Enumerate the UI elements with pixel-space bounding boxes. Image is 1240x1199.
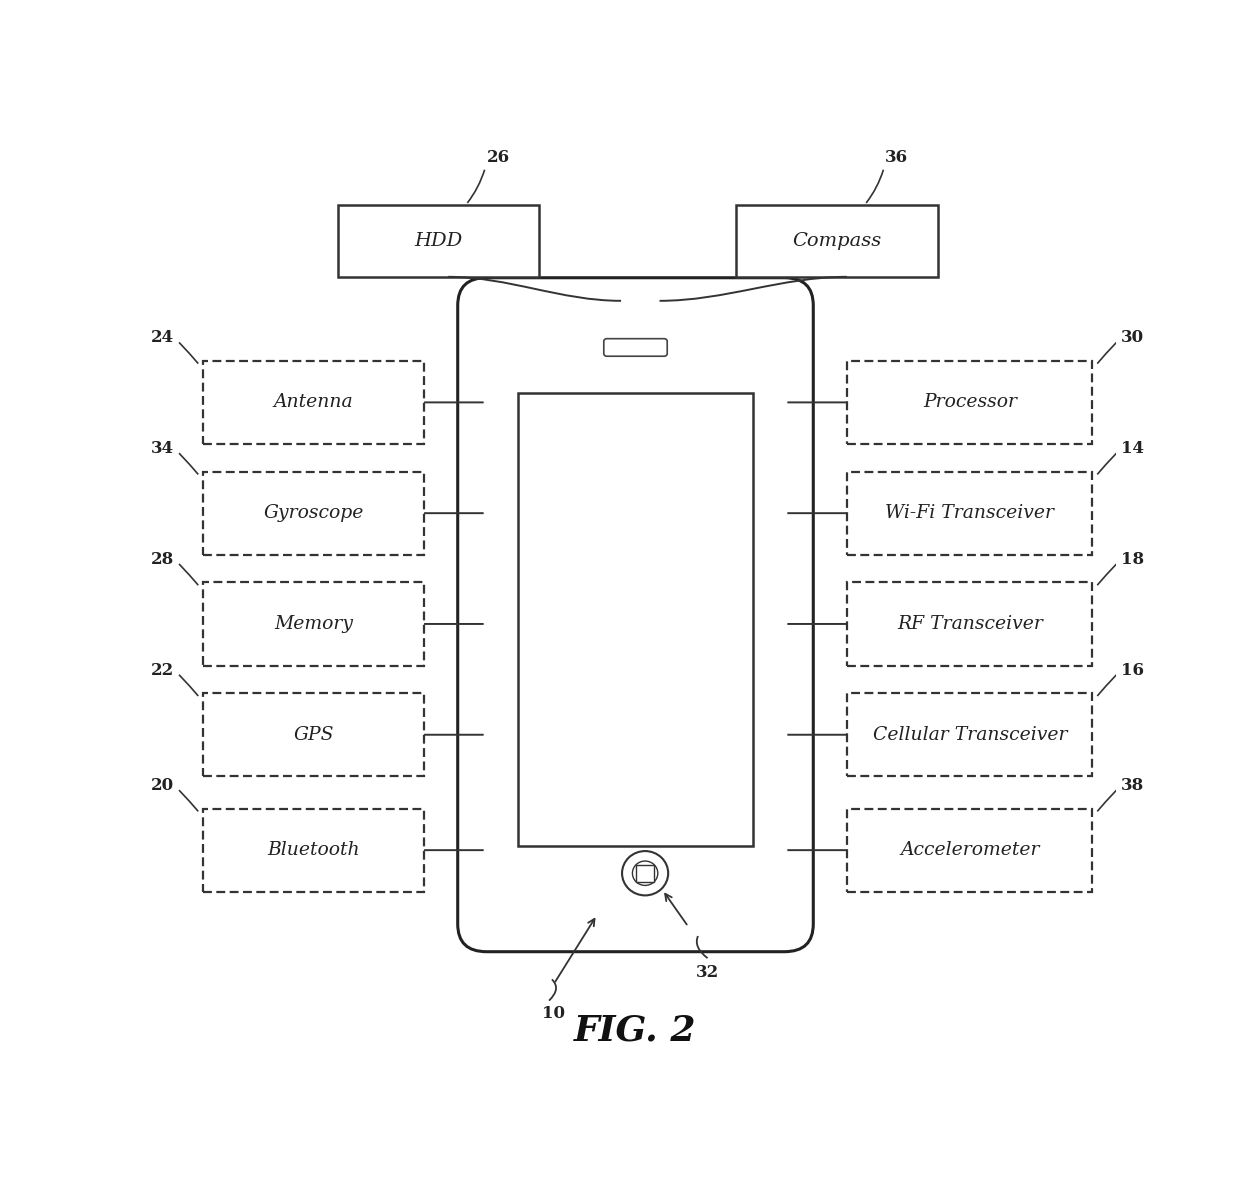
Text: Wi-Fi Transceiver: Wi-Fi Transceiver — [885, 504, 1054, 523]
Circle shape — [622, 851, 668, 896]
Text: 20: 20 — [151, 777, 174, 794]
Text: Cellular Transceiver: Cellular Transceiver — [873, 725, 1068, 743]
Text: 38: 38 — [1121, 777, 1145, 794]
Bar — [203, 583, 424, 665]
Text: HDD: HDD — [414, 231, 463, 249]
Text: 32: 32 — [696, 964, 719, 981]
Text: Antenna: Antenna — [274, 393, 353, 411]
Bar — [203, 693, 424, 776]
Text: 24: 24 — [151, 330, 174, 347]
Text: Processor: Processor — [923, 393, 1017, 411]
Text: 16: 16 — [1121, 662, 1145, 679]
Text: FIG. 2: FIG. 2 — [574, 1013, 697, 1047]
Bar — [203, 808, 424, 892]
Text: 14: 14 — [1121, 440, 1145, 457]
Bar — [518, 393, 753, 845]
Text: Gyroscope: Gyroscope — [263, 504, 363, 523]
Text: Memory: Memory — [274, 615, 353, 633]
Text: 30: 30 — [1121, 330, 1145, 347]
Bar — [847, 471, 1092, 555]
Text: Accelerometer: Accelerometer — [900, 842, 1039, 860]
Text: 36: 36 — [885, 149, 909, 165]
FancyBboxPatch shape — [458, 278, 813, 952]
Text: RF Transceiver: RF Transceiver — [897, 615, 1043, 633]
Bar — [847, 693, 1092, 776]
Bar — [847, 361, 1092, 444]
Text: 28: 28 — [151, 550, 174, 568]
Text: 34: 34 — [151, 440, 174, 457]
Text: 26: 26 — [486, 149, 510, 165]
Bar — [636, 864, 653, 881]
Bar — [847, 583, 1092, 665]
FancyBboxPatch shape — [604, 338, 667, 356]
Bar — [337, 205, 539, 277]
Text: GPS: GPS — [294, 725, 334, 743]
Bar — [737, 205, 939, 277]
Text: Compass: Compass — [792, 231, 882, 249]
Text: 18: 18 — [1121, 550, 1145, 568]
Text: 10: 10 — [542, 1005, 565, 1023]
Circle shape — [632, 861, 657, 885]
Bar — [203, 361, 424, 444]
Text: Bluetooth: Bluetooth — [268, 842, 360, 860]
Text: 22: 22 — [151, 662, 174, 679]
Bar — [203, 471, 424, 555]
Bar — [847, 808, 1092, 892]
